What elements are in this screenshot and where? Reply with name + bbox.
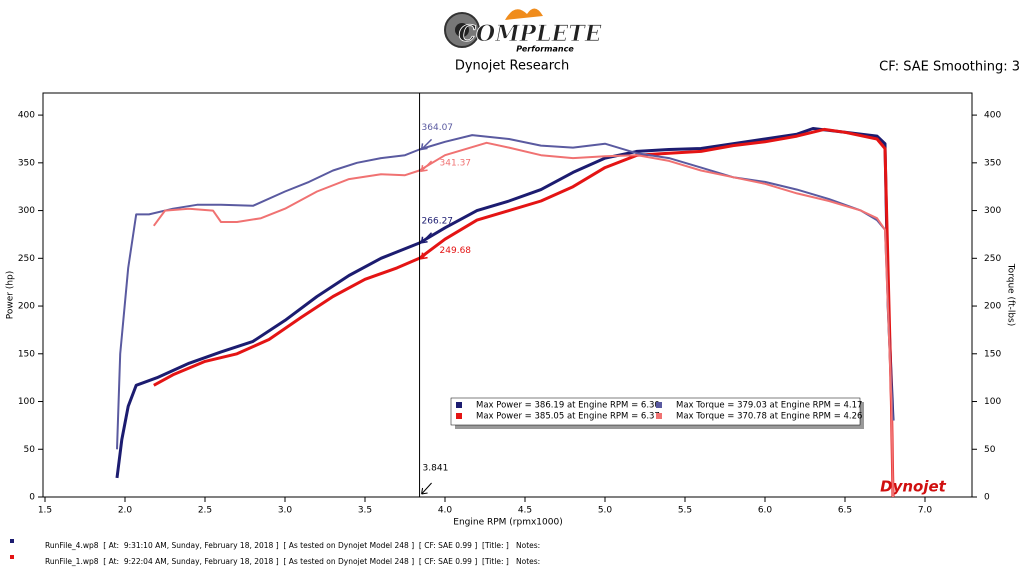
cursor-value-arrow: [419, 248, 433, 260]
logo-sub: Performance: [516, 45, 574, 54]
logo-main: COMPLETE: [459, 21, 603, 47]
cursor-value-label: 249.68: [440, 246, 472, 256]
run-info: RunFile_1.wp8 [ At: 9:22:04 AM, Sunday, …: [45, 557, 540, 566]
plot-frame: [42, 92, 973, 498]
series-line: [115, 127, 895, 479]
x-tick-label: 3.0: [278, 506, 293, 516]
cursor-label: 3.841: [423, 464, 449, 474]
legend-box: [450, 397, 861, 426]
legend-marker: [656, 402, 662, 408]
cursor-value-arrow: [419, 138, 433, 151]
x-tick-label: 5.0: [598, 506, 613, 516]
y2-tick-label: 300: [984, 206, 1001, 216]
y2-tick-label: 400: [984, 111, 1001, 121]
y-tick-label: 350: [18, 158, 35, 168]
legend-entry: Max Torque = 370.78 at Engine RPM = 4.26: [676, 412, 862, 422]
x-tick-label: 2.5: [198, 506, 212, 516]
cursor-value-arrow: [419, 160, 433, 173]
y-tick-label: 200: [18, 302, 35, 312]
cursor-value-label: 364.07: [422, 123, 454, 133]
y2-tick-label: 0: [984, 493, 990, 503]
logo-flame: [505, 8, 543, 20]
run-info: RunFile_4.wp8 [ At: 9:31:10 AM, Sunday, …: [45, 541, 540, 550]
run-marker: [10, 555, 14, 559]
legend-marker: [456, 413, 462, 419]
run-marker: [10, 539, 14, 543]
series-line: [153, 127, 895, 498]
y2-tick-label: 250: [984, 254, 1001, 264]
logo-hub: [455, 23, 469, 37]
x-tick-label: 2.0: [118, 506, 133, 516]
x-tick-label: 3.5: [358, 506, 372, 516]
y2-tick-label: 200: [984, 302, 1001, 312]
y2-tick-label: 350: [984, 158, 1001, 168]
watermark: Dynojet: [880, 478, 947, 496]
y-tick-label: 150: [18, 349, 35, 359]
cursor-value-arrow: [419, 232, 433, 244]
settings: CF: SAE Smoothing: 3: [879, 60, 1020, 75]
y-tick-label: 250: [18, 254, 35, 264]
legend-marker: [656, 413, 662, 419]
y-axis-label: Power (hp): [6, 271, 16, 320]
logo: COMPLETE Performance: [444, 8, 603, 54]
series-line: [152, 141, 894, 498]
x-tick-label: 5.5: [678, 506, 692, 516]
x-tick-label: 4.5: [518, 506, 532, 516]
cursor-arrow: [421, 482, 432, 495]
legend-marker: [456, 402, 462, 408]
y-tick-label: 300: [18, 206, 35, 216]
x-tick-label: 1.5: [38, 506, 52, 516]
y-tick-label: 0: [29, 493, 35, 503]
x-tick-label: 4.0: [438, 506, 453, 516]
legend-entry: Max Torque = 379.03 at Engine RPM = 4.17: [676, 401, 862, 411]
y2-axis-label: Torque (ft-lbs): [1006, 263, 1016, 327]
cursor-value-label: 341.37: [440, 159, 472, 169]
page-title: Dynojet Research: [455, 59, 569, 74]
x-axis-label: Engine RPM (rpmx1000): [453, 518, 562, 528]
x-tick-label: 6.5: [838, 506, 852, 516]
x-tick-label: 7.0: [918, 506, 933, 516]
series-line: [116, 134, 894, 450]
legend-entry: Max Power = 386.19 at Engine RPM = 6.30: [476, 401, 660, 411]
y-tick-label: 50: [24, 445, 36, 455]
y-tick-label: 100: [18, 397, 35, 407]
x-tick-label: 6.0: [758, 506, 773, 516]
cursor-value-label: 266.27: [422, 216, 454, 226]
y2-tick-label: 100: [984, 397, 1001, 407]
y-tick-label: 400: [18, 111, 35, 121]
y2-tick-label: 150: [984, 349, 1001, 359]
legend-entry: Max Power = 385.05 at Engine RPM = 6.37: [476, 412, 660, 422]
y2-tick-label: 50: [984, 445, 996, 455]
